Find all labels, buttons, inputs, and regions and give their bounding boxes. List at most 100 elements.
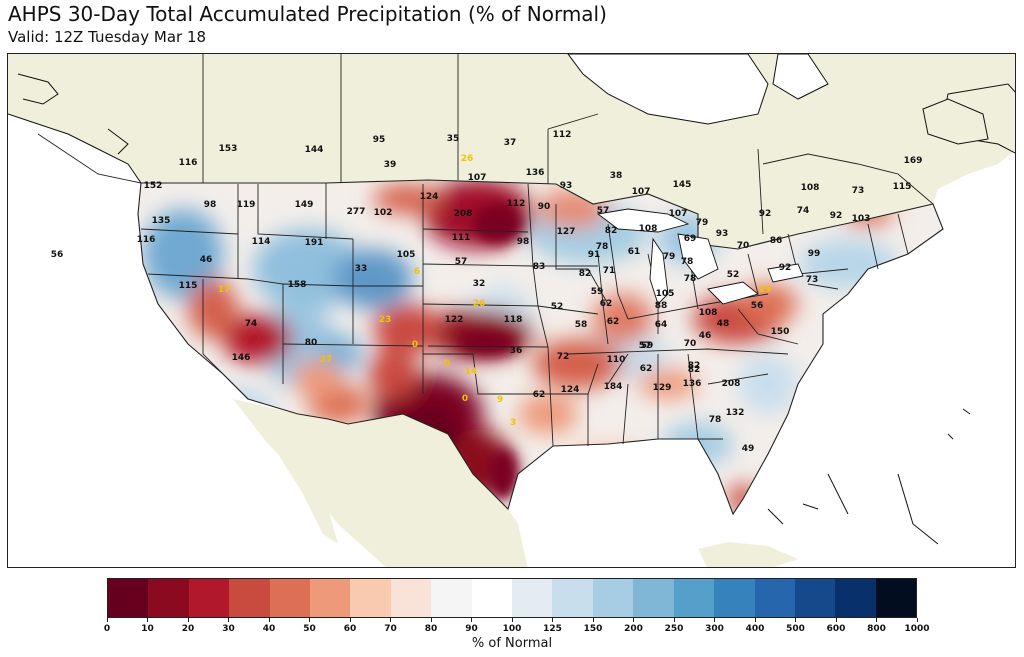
- colorbar-swatch: [229, 579, 270, 617]
- percent-label: 56: [751, 301, 764, 311]
- colorbar-tick-mark: [511, 618, 513, 622]
- percent-label: 99: [808, 249, 821, 259]
- percent-label: 152: [144, 181, 163, 191]
- colorbar-tick-mark: [552, 618, 553, 622]
- percent-label: 57: [639, 341, 652, 351]
- percent-label: 108: [699, 308, 718, 318]
- percent-label: 64: [655, 320, 668, 330]
- percent-label: 79: [663, 252, 676, 262]
- percent-label: 107: [632, 187, 651, 197]
- percent-label: 124: [420, 192, 439, 202]
- percent-label: 112: [553, 130, 572, 140]
- percent-label: 74: [797, 206, 810, 216]
- percent-label: 102: [374, 208, 393, 218]
- percent-label: 158: [288, 280, 307, 290]
- great-lakes: [596, 208, 804, 305]
- colorbar: [107, 578, 917, 618]
- percent-label: 136: [683, 379, 702, 389]
- percent-label: 46: [200, 255, 213, 265]
- percent-label-low: 9: [497, 395, 503, 405]
- colorbar-swatch: [431, 579, 472, 617]
- colorbar-tick-mark: [430, 618, 432, 622]
- percent-label-low: 23: [379, 315, 392, 325]
- percent-label-low: 0: [444, 359, 450, 369]
- colorbar-swatch: [269, 579, 311, 617]
- colorbar-tick-label: 500: [786, 624, 805, 634]
- colorbar-label: % of Normal: [471, 636, 553, 651]
- percent-label: 98: [204, 200, 217, 210]
- percent-label: 62: [640, 364, 653, 374]
- colorbar-swatch: [512, 579, 553, 617]
- colorbar-tick-mark: [228, 618, 229, 622]
- percent-label: 37: [504, 138, 517, 148]
- percent-label: 103: [852, 214, 871, 224]
- percent-label: 82: [579, 269, 592, 279]
- percent-label: 208: [454, 209, 473, 219]
- percent-label: 32: [473, 279, 486, 289]
- percent-label: 208: [722, 379, 741, 389]
- colorbar-tick-label: 150: [583, 624, 603, 634]
- percent-label: 71: [603, 266, 616, 276]
- percent-label: 92: [830, 211, 843, 221]
- colorbar-tick-mark: [592, 618, 594, 622]
- newfoundland: [922, 98, 989, 145]
- percent-label: 70: [684, 339, 697, 349]
- mexico-land: [233, 399, 528, 567]
- percent-label: 59: [591, 287, 604, 297]
- percent-label-low: 27: [320, 355, 333, 365]
- percent-label: 115: [179, 281, 198, 291]
- colorbar-tick-mark: [633, 618, 634, 622]
- colorbar-swatch: [188, 579, 230, 617]
- percent-label: 36: [510, 346, 523, 356]
- percent-label-low: 0: [412, 340, 418, 350]
- percent-label: 146: [232, 353, 251, 363]
- colorbar-tick-label: 300: [705, 624, 724, 634]
- colorbar-swatch: [471, 579, 513, 617]
- colorbar-tick-label: 50: [303, 624, 316, 634]
- coastlines: [8, 73, 971, 545]
- percent-label: 78: [684, 274, 697, 284]
- percent-label: 33: [355, 264, 368, 274]
- percent-label: 136: [526, 168, 545, 178]
- colorbar-tick-mark: [106, 618, 108, 622]
- percent-label: 108: [801, 183, 820, 193]
- colorbar-tick-mark: [714, 618, 715, 622]
- cuba-land: [698, 542, 798, 567]
- percent-label-low: 3: [510, 418, 516, 428]
- colorbar-tick-label: 800: [867, 624, 886, 634]
- colorbar-swatch: [310, 579, 351, 617]
- colorbar-tick-label: 90: [465, 624, 478, 634]
- colorbar-tick-mark: [187, 618, 189, 622]
- map-title: AHPS 30-Day Total Accumulated Precipitat…: [8, 2, 607, 26]
- percent-label: 135: [152, 216, 171, 226]
- colorbar-swatch: [794, 579, 836, 617]
- colorbar-swatch: [108, 579, 149, 617]
- colorbar-tick-mark: [268, 618, 270, 622]
- colorbar-swatch: [390, 579, 432, 617]
- percent-label: 118: [504, 315, 523, 325]
- colorbar-tick-mark: [876, 618, 877, 622]
- percent-label: 119: [237, 200, 256, 210]
- colorbar-tick-label: 80: [424, 624, 438, 634]
- percent-label: 169: [904, 156, 923, 166]
- percent-label: 78: [681, 257, 694, 267]
- percent-label: 91: [588, 250, 601, 260]
- percent-label: 132: [726, 408, 745, 418]
- percent-label: 79: [696, 218, 709, 228]
- percent-label: 184: [604, 382, 623, 392]
- percent-label: 82: [605, 226, 618, 236]
- hudson-bay: [772, 54, 829, 100]
- colorbar-tick-label: 100: [502, 624, 522, 634]
- percent-label: 35: [447, 134, 460, 144]
- percent-label: 82: [688, 361, 701, 371]
- percent-label: 83: [533, 262, 546, 272]
- percent-label: 98: [517, 237, 530, 247]
- percent-label: 74: [245, 319, 258, 329]
- colorbar-tick-label: 1000: [904, 624, 930, 634]
- percent-label: 108: [639, 224, 658, 234]
- percent-label-low: 6: [414, 267, 420, 277]
- percent-label: 105: [397, 250, 416, 260]
